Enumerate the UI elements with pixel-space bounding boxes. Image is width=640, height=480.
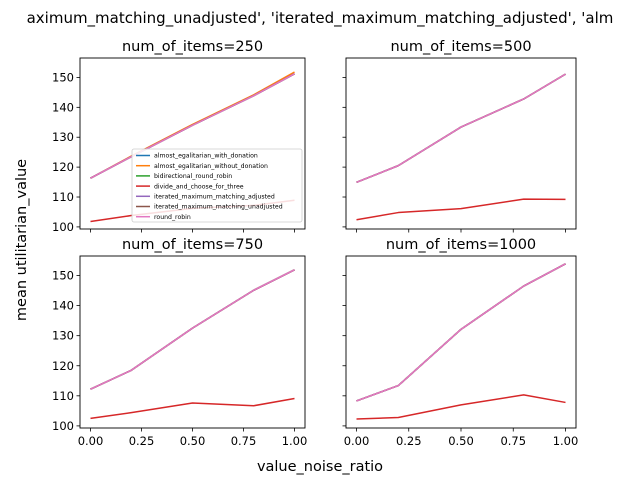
y-tick-label: 140 bbox=[52, 100, 74, 114]
y-tick-label: 140 bbox=[52, 299, 74, 313]
series-line-round-robin bbox=[90, 73, 295, 179]
y-tick-label: 150 bbox=[52, 269, 74, 283]
series-line-almost-egalitarian-with-donation bbox=[90, 269, 295, 390]
series-line-round-robin bbox=[356, 263, 566, 402]
subplot-title: num_of_items=1000 bbox=[386, 237, 536, 253]
subplot-1: num_of_items=250 100 110 120 130 140 150 almost… bbox=[52, 39, 306, 234]
panels: num_of_items=250 100 110 120 130 140 150 almost… bbox=[52, 39, 578, 448]
series-line-divide-and-choose-for-three bbox=[356, 394, 566, 420]
subplot-title: num_of_items=250 bbox=[122, 39, 263, 55]
subplot-3: num_of_items=750 100 110 120 130 140 150 0.00 0.… bbox=[52, 237, 307, 448]
x-tick-label: 0.75 bbox=[500, 434, 526, 448]
series-line-iterated-maximum-matching-unadjusted bbox=[90, 269, 295, 390]
legend: almost_egalitarian_with_donation almost_e… bbox=[131, 148, 303, 223]
x-tick-label: 0.75 bbox=[231, 434, 257, 448]
y-tick-label: 130 bbox=[52, 329, 74, 343]
y-tick-label: 100 bbox=[52, 220, 74, 234]
series-line-almost-egalitarian-without-donation bbox=[90, 269, 295, 390]
series-line-almost-egalitarian-without-donation bbox=[356, 73, 566, 184]
x-tick-label: 1.00 bbox=[282, 434, 308, 448]
series-line-round-robin bbox=[90, 269, 295, 390]
legend-label: bidirectional_round_robin bbox=[154, 173, 232, 180]
y-tick-label: 150 bbox=[52, 70, 74, 84]
legend-label: round_robin bbox=[154, 214, 191, 221]
y-tick-label: 110 bbox=[52, 389, 74, 403]
y-tick-label: 120 bbox=[52, 160, 74, 174]
series-line-round-robin bbox=[356, 73, 566, 184]
legend-label: divide_and_choose_for_three bbox=[154, 183, 244, 190]
figure-suptitle: aximum_matching_unadjusted', 'iterated_m… bbox=[27, 9, 614, 28]
y-tick-label: 100 bbox=[52, 419, 74, 433]
series-line-almost-egalitarian-with-donation bbox=[356, 263, 566, 402]
x-tick-label: 0.00 bbox=[78, 434, 104, 448]
series-line-iterated-maximum-matching-adjusted bbox=[356, 263, 566, 402]
figure-ylabel: mean utilitarian_value bbox=[14, 159, 30, 321]
series-line-iterated-maximum-matching-adjusted bbox=[356, 73, 566, 184]
series-line-iterated-maximum-matching-unadjusted bbox=[356, 263, 566, 402]
y-tick-label: 120 bbox=[52, 359, 74, 373]
series-line-divide-and-choose-for-three bbox=[90, 397, 295, 420]
series-line-iterated-maximum-matching-adjusted bbox=[90, 269, 295, 390]
series-line-divide-and-choose-for-three bbox=[356, 198, 566, 221]
legend-label: almost_egalitarian_with_donation bbox=[154, 153, 258, 160]
x-tick-label: 0.25 bbox=[129, 434, 155, 448]
series-line-bidirectional-round-robin bbox=[356, 73, 566, 184]
subplot-4: num_of_items=1000 0.00 0.25 0.50 0.75 1.00 bbox=[342, 237, 579, 448]
x-tick-label: 0.50 bbox=[448, 434, 474, 448]
axes-frame bbox=[345, 57, 577, 230]
series-line-iterated-maximum-matching-unadjusted bbox=[356, 73, 566, 184]
legend-label: iterated_maximum_matching_adjusted bbox=[154, 194, 275, 201]
subplot-title: num_of_items=750 bbox=[122, 237, 263, 253]
legend-label: iterated_maximum_matching_unadjusted bbox=[154, 204, 283, 211]
figure-xlabel: value_noise_ratio bbox=[257, 459, 383, 475]
subplot-2: num_of_items=500 bbox=[342, 39, 577, 233]
legend-label: almost_egalitarian_without_donation bbox=[154, 163, 268, 170]
series-line-almost-egalitarian-without-donation bbox=[356, 263, 566, 402]
series-line-bidirectional-round-robin bbox=[90, 269, 295, 390]
y-tick-label: 110 bbox=[52, 190, 74, 204]
x-tick-label: 1.00 bbox=[553, 434, 579, 448]
subplot-title: num_of_items=500 bbox=[390, 39, 531, 55]
axes-frame bbox=[345, 255, 577, 429]
y-tick-label: 130 bbox=[52, 130, 74, 144]
x-tick-label: 0.00 bbox=[344, 434, 370, 448]
x-tick-label: 0.50 bbox=[180, 434, 206, 448]
series-line-almost-egalitarian-with-donation bbox=[356, 73, 566, 184]
x-tick-label: 0.25 bbox=[396, 434, 422, 448]
legend-box bbox=[131, 148, 303, 223]
series-line-bidirectional-round-robin bbox=[356, 263, 566, 402]
